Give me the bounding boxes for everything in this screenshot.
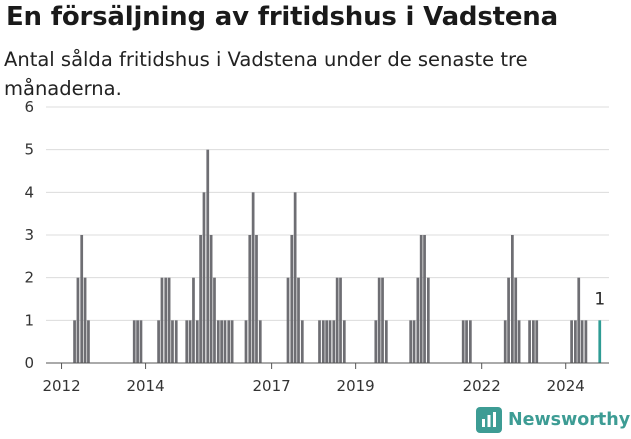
bar bbox=[328, 320, 332, 363]
y-tick-label: 2 bbox=[24, 269, 34, 287]
x-tick-label: 2012 bbox=[42, 377, 80, 395]
bar bbox=[377, 277, 381, 363]
bar bbox=[230, 320, 234, 363]
x-tick-label: 2019 bbox=[337, 377, 375, 395]
bar bbox=[76, 277, 80, 363]
bar bbox=[511, 235, 514, 363]
bar-highlight bbox=[598, 320, 602, 363]
bar bbox=[188, 320, 192, 363]
bar bbox=[532, 320, 535, 363]
bars bbox=[73, 149, 602, 363]
bar bbox=[73, 320, 76, 363]
bar bbox=[514, 277, 518, 363]
bar bbox=[286, 277, 290, 363]
data-label: 1 bbox=[594, 289, 605, 309]
bar bbox=[258, 320, 262, 363]
bar bbox=[220, 320, 223, 363]
bar bbox=[426, 277, 430, 363]
bar bbox=[342, 320, 346, 363]
bar bbox=[535, 320, 539, 363]
bar bbox=[216, 320, 220, 363]
bar bbox=[503, 320, 507, 363]
brand-name: Newsworthy bbox=[508, 410, 631, 430]
bar bbox=[255, 235, 258, 363]
annotations: 1 bbox=[594, 289, 605, 309]
bar bbox=[185, 320, 189, 363]
bar bbox=[528, 320, 531, 363]
chart-subtitle: Antal sålda fritidshus i Vadstena under … bbox=[4, 48, 528, 100]
bar bbox=[290, 235, 294, 363]
bar bbox=[339, 277, 342, 363]
bar bbox=[584, 320, 588, 363]
bar bbox=[461, 320, 465, 363]
bar bbox=[199, 235, 202, 363]
bar bbox=[248, 235, 252, 363]
x-tick-label: 2022 bbox=[463, 377, 501, 395]
bar bbox=[374, 320, 378, 363]
bar bbox=[517, 320, 521, 363]
bar bbox=[192, 277, 195, 363]
gridlines bbox=[46, 106, 609, 321]
bar bbox=[244, 320, 248, 363]
bar bbox=[325, 320, 329, 363]
bar bbox=[465, 320, 468, 363]
bar bbox=[332, 320, 336, 363]
bar bbox=[213, 277, 216, 363]
bar bbox=[251, 192, 255, 363]
bar bbox=[300, 320, 304, 363]
x-axis: 2012 2014 2017 2019 2022 2024 bbox=[42, 362, 609, 395]
chart-title: En försäljning av fritidshus i Vadstena bbox=[6, 2, 558, 32]
newsworthy-brand: Newsworthy bbox=[476, 407, 630, 433]
bar bbox=[409, 320, 413, 363]
bar bbox=[206, 149, 210, 363]
bar bbox=[174, 320, 178, 363]
bar bbox=[321, 320, 325, 363]
bar bbox=[227, 320, 231, 363]
bar bbox=[87, 320, 90, 363]
bar bbox=[223, 320, 227, 363]
bar bbox=[132, 320, 136, 363]
x-tick-label: 2024 bbox=[547, 377, 585, 395]
y-tick-label: 6 bbox=[24, 98, 34, 116]
bar bbox=[468, 320, 472, 363]
bar bbox=[381, 277, 384, 363]
y-axis: 0 1 2 3 4 5 6 bbox=[24, 98, 34, 372]
bar bbox=[209, 235, 213, 363]
bar bbox=[570, 320, 573, 363]
bar bbox=[83, 277, 87, 363]
x-tick-label: 2014 bbox=[126, 377, 164, 395]
bar bbox=[318, 320, 321, 363]
bar bbox=[580, 320, 584, 363]
bar bbox=[157, 320, 160, 363]
bar bbox=[139, 320, 143, 363]
bar bbox=[384, 320, 388, 363]
bar bbox=[171, 320, 174, 363]
bar bbox=[419, 235, 423, 363]
bar bbox=[574, 320, 577, 363]
bar bbox=[577, 277, 581, 363]
bar bbox=[416, 277, 420, 363]
y-tick-label: 0 bbox=[24, 354, 34, 372]
bar bbox=[80, 235, 84, 363]
bar-chart-logo-icon bbox=[476, 407, 502, 433]
bar bbox=[412, 320, 416, 363]
y-tick-label: 4 bbox=[24, 183, 34, 201]
bar bbox=[297, 277, 300, 363]
x-tick-label: 2017 bbox=[253, 377, 291, 395]
bar bbox=[195, 320, 199, 363]
bar bbox=[167, 277, 171, 363]
bar bbox=[160, 277, 164, 363]
bar bbox=[423, 235, 426, 363]
bar bbox=[507, 277, 510, 363]
bar bbox=[293, 192, 297, 363]
y-tick-label: 1 bbox=[24, 311, 34, 329]
bar bbox=[335, 277, 339, 363]
bar bbox=[136, 320, 139, 363]
bar bbox=[202, 192, 206, 363]
y-tick-label: 3 bbox=[24, 226, 34, 244]
bar bbox=[164, 277, 168, 363]
y-tick-label: 5 bbox=[24, 141, 34, 159]
